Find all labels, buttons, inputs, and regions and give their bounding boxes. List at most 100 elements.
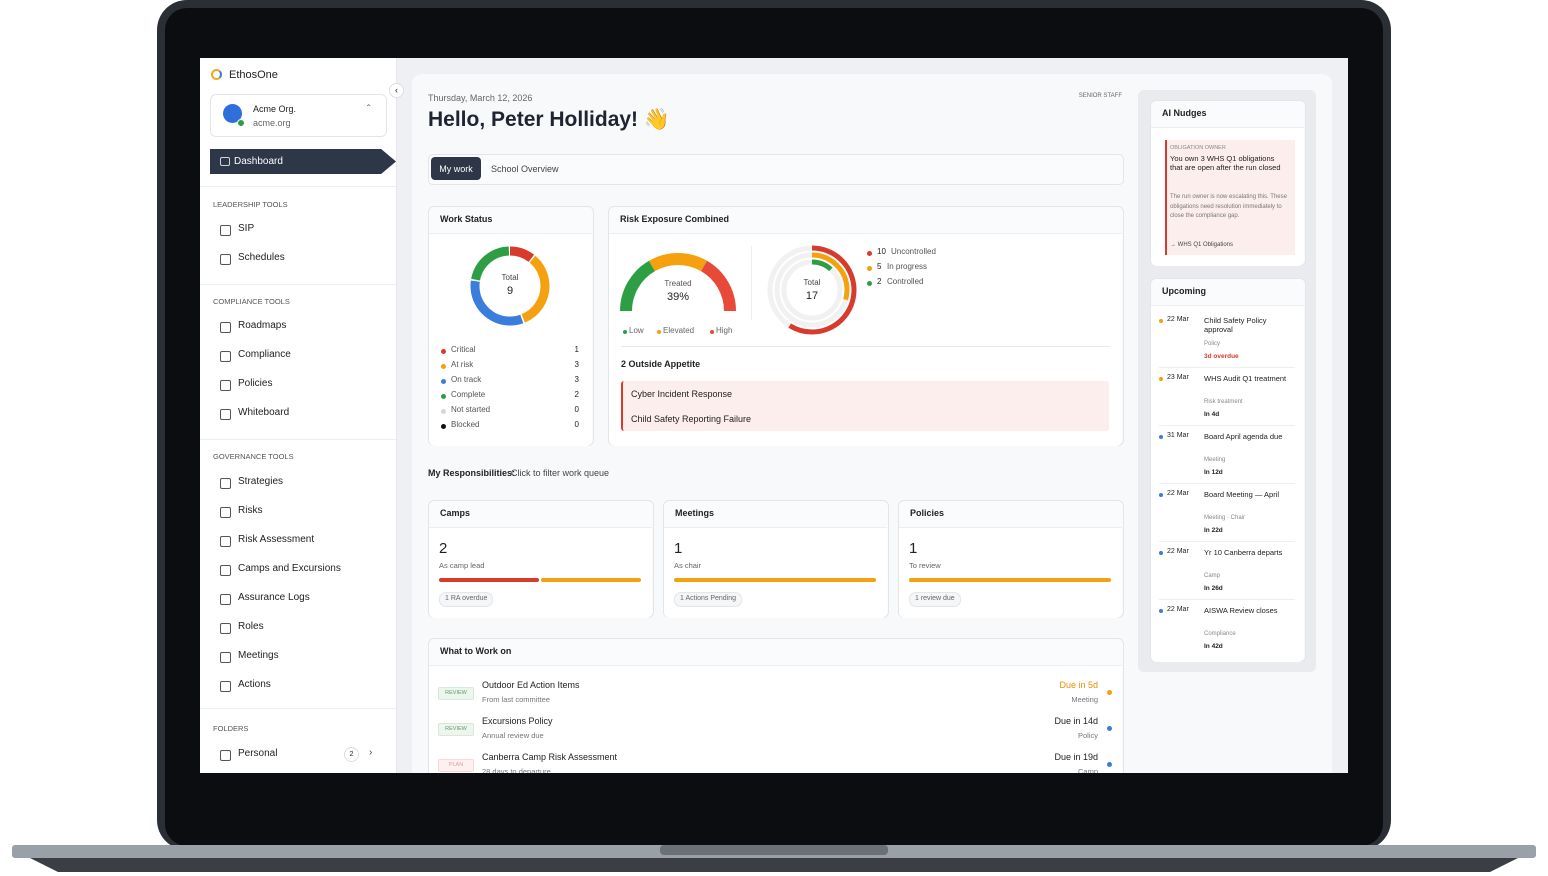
nav-item[interactable]: Personal [238, 748, 278, 759]
org-status [237, 119, 245, 127]
nav-item[interactable]: Actions [238, 679, 271, 690]
role-badge: SENIOR STAFF [1078, 93, 1122, 99]
nav-item[interactable]: Assurance Logs [238, 592, 310, 603]
event-title[interactable]: WHS Audit Q1 treatment [1204, 374, 1287, 383]
nav-item[interactable]: SIP [238, 223, 255, 234]
event-title[interactable]: Yr 10 Canberra departs [1204, 548, 1283, 557]
divider [1159, 367, 1295, 368]
item-title[interactable]: Canberra Camp Risk Assessment [482, 752, 618, 762]
folder-expand[interactable]: › [369, 747, 373, 758]
laptop-base-bottom [30, 858, 1518, 872]
rings-center-value: 17 [806, 290, 818, 302]
divider [1159, 483, 1295, 484]
nav-icon [220, 351, 231, 362]
nav-item[interactable]: Risk Assessment [238, 534, 315, 545]
status-dot [1159, 435, 1163, 439]
card-sub: As camp lead [439, 561, 485, 570]
appetite-item[interactable]: Cyber Incident Response [631, 389, 733, 399]
org-card[interactable] [210, 94, 387, 137]
tab[interactable]: School Overview [491, 164, 559, 174]
collapse-button[interactable]: ‹ [389, 83, 404, 98]
nav-item[interactable]: Roadmaps [238, 320, 287, 331]
event-type: Policy [1204, 341, 1221, 347]
count[interactable]: 1 [674, 540, 683, 557]
legend-count: 2 [877, 277, 882, 286]
donut-segment [470, 246, 550, 326]
nav-item[interactable]: Roles [238, 621, 264, 632]
nudge-link[interactable]: → WHS Q1 Obligations [1170, 242, 1234, 248]
count[interactable]: 1 [909, 540, 918, 557]
legend-label: High [716, 326, 733, 335]
event-due: In 42d [1204, 643, 1223, 650]
status-dot [1107, 690, 1112, 695]
event-title[interactable]: Board April agenda due [1204, 432, 1283, 441]
gauge-value: 39% [666, 291, 690, 303]
greeting: Hello, Peter Holliday! 👋 [428, 108, 671, 131]
tab[interactable]: My work [439, 164, 473, 174]
sidebar: EthosOne Acme Org. acme.org ⌃ Dashboard LEADE… [200, 58, 397, 773]
app-name: EthosOne [229, 69, 278, 81]
tag: REVIEW [438, 723, 474, 736]
event-type: Compliance [1204, 631, 1236, 637]
item-title[interactable]: Outdoor Ed Action Items [482, 680, 580, 690]
event-due: In 12d [1204, 469, 1223, 476]
nav-item[interactable]: Policies [238, 378, 273, 389]
nav-active[interactable] [210, 149, 396, 174]
divider [200, 708, 396, 709]
legend-count: 0 [574, 420, 579, 429]
date: 22 Mar [1167, 490, 1189, 497]
item-title[interactable]: Excursions Policy [482, 716, 553, 726]
card-body [429, 665, 1122, 773]
legend-count: 0 [574, 405, 579, 414]
event-title[interactable]: AISWA Review closes [1204, 606, 1278, 615]
date: 22 Mar [1167, 316, 1189, 323]
nav-item[interactable]: Strategies [238, 476, 284, 487]
nav-icon [220, 380, 231, 391]
nav-icon [220, 536, 231, 547]
legend-label: Not started [451, 405, 491, 414]
card-title: Work Status [440, 214, 493, 224]
status-dot [1107, 762, 1112, 767]
progress [541, 578, 641, 582]
legend-count: 1 [574, 345, 579, 354]
event-due: In 22d [1204, 527, 1223, 534]
chart: Total 9 [470, 246, 550, 326]
divider [1159, 425, 1295, 426]
nav-item[interactable]: Risks [238, 505, 263, 516]
legend-count: 2 [574, 390, 579, 399]
event-type: Meeting [1204, 457, 1226, 463]
nav-item[interactable]: Schedules [238, 252, 285, 263]
legend-dot [657, 330, 661, 334]
nav-item[interactable]: Camps and Excursions [238, 563, 341, 574]
nav-icon [220, 157, 230, 166]
due: Due in 19d [1054, 752, 1098, 762]
nav-item[interactable]: Meetings [238, 650, 279, 661]
legend-dot [867, 281, 872, 286]
divider [200, 284, 396, 285]
rings-center-label: Total [804, 278, 821, 287]
legend-count: 5 [877, 262, 882, 271]
count[interactable]: 2 [439, 540, 448, 557]
ring-arc [767, 245, 857, 335]
gauge-arc [620, 260, 656, 312]
tab-bar [428, 154, 1124, 185]
event-title[interactable]: Child Safety Policy approval [1204, 316, 1267, 335]
donut-segment [470, 246, 550, 326]
progress [674, 578, 876, 582]
event-title[interactable]: Board Meeting — April [1204, 490, 1280, 499]
appetite-item[interactable]: Child Safety Reporting Failure [631, 414, 752, 424]
nav-item[interactable]: Compliance [238, 349, 291, 360]
legend-dot [441, 409, 446, 414]
laptop-notch [660, 845, 888, 855]
card-sub: To review [909, 561, 941, 570]
nav-item[interactable]: Whiteboard [238, 407, 290, 418]
tag: REVIEW [438, 687, 474, 700]
tab-active-bg [431, 157, 481, 180]
status-dot [1159, 377, 1163, 381]
legend-label: Blocked [451, 420, 480, 429]
tag: PLAN [438, 759, 474, 772]
logo [211, 69, 222, 80]
nav-active-label: Dashboard [234, 156, 283, 167]
org-avatar [223, 104, 242, 123]
legend-dot [867, 266, 872, 271]
